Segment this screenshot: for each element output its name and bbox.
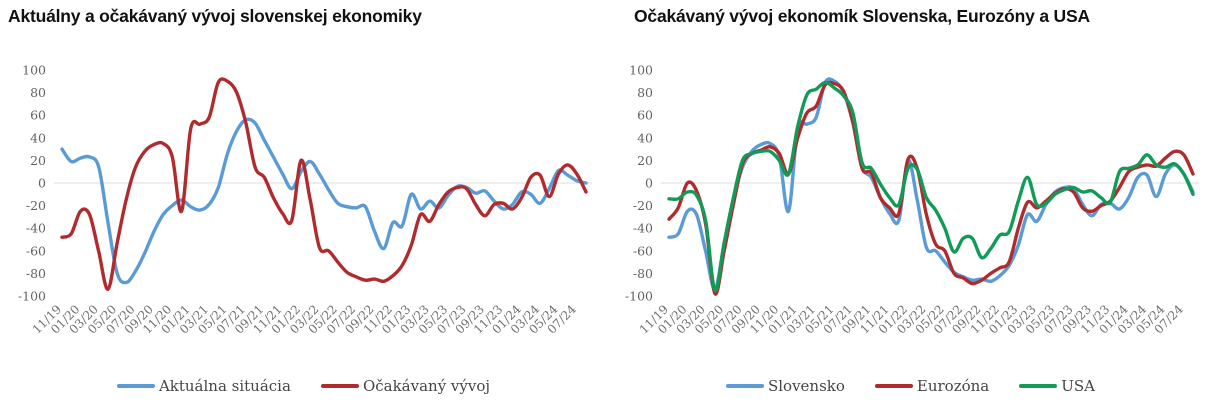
series-line-usa (667, 80, 1195, 293)
y-axis-tick-label: 20 (30, 153, 46, 168)
y-axis-tick-label: -40 (26, 221, 46, 236)
series-line-o-ak-van-v-voj (60, 77, 588, 291)
y-axis-tick-label: 40 (637, 130, 653, 145)
chart-title: Aktuálny a očakávaný vývoj slovenskej ek… (8, 6, 422, 26)
legend-item: Aktuálna situácia (116, 377, 291, 395)
legend-swatch-aktualna-situacia (116, 384, 155, 388)
legend-label: Slovensko (767, 377, 845, 395)
legend-item: Slovensko (725, 377, 845, 395)
y-axis-tick-label: -20 (26, 198, 46, 213)
y-axis-tick-label: -80 (633, 266, 653, 281)
y-axis-tick-label: 60 (30, 108, 46, 123)
y-axis-tick-label: 80 (637, 85, 653, 100)
y-axis-tick-label: -100 (625, 289, 653, 304)
legend-swatch-ocakavany-vyvoj (320, 384, 359, 388)
legend: Slovensko Eurozóna USA (607, 377, 1214, 395)
y-axis-tick-label: -60 (633, 243, 653, 258)
y-axis-tick-label: -100 (18, 289, 46, 304)
y-axis-tick-label: 0 (38, 176, 46, 191)
legend-label: Eurozóna (916, 377, 990, 395)
y-axis-tick-label: -20 (633, 198, 653, 213)
y-axis-tick-label: 0 (645, 176, 653, 191)
y-axis-tick-label: 100 (22, 63, 46, 78)
chart-title: Očakávaný vývoj ekonomík Slovenska, Euro… (634, 6, 1090, 26)
chart-panel-sk-ea-usa: Očakávaný vývoj ekonomík Slovenska, Euro… (607, 0, 1214, 407)
series-line-aktu-lna-situ-cia (60, 117, 588, 285)
legend-swatch-usa (1019, 384, 1058, 388)
legend-label: Očakávaný vývoj (362, 377, 491, 395)
y-axis-tick-label: 80 (30, 85, 46, 100)
legend-label: Aktuálna situácia (158, 377, 291, 395)
line-chart-sk-ea-usa: 100806040200-20-40-60-80-10011/1901/2003… (625, 63, 1199, 337)
y-axis-tick-label: 20 (637, 153, 653, 168)
y-axis-tick-label: -60 (26, 243, 46, 258)
y-axis-tick-label: 40 (30, 130, 46, 145)
legend-item: Eurozóna (874, 377, 990, 395)
chart-panel-slovak-economy: Aktuálny a očakávaný vývoj slovenskej ek… (0, 6, 607, 395)
line-chart-slovak-economy: 100806040200-20-40-60-80-10011/1901/2003… (18, 63, 592, 337)
y-axis-tick-label: 100 (629, 63, 653, 78)
y-axis-tick-label: 60 (637, 108, 653, 123)
y-axis-tick-label: -40 (633, 221, 653, 236)
legend: Aktuálna situácia Očakávaný vývoj (0, 377, 607, 395)
legend-item: USA (1019, 377, 1095, 395)
legend-label: USA (1061, 377, 1096, 395)
legend-swatch-slovensko (725, 384, 764, 388)
legend-item: Očakávaný vývoj (320, 377, 491, 395)
legend-swatch-eurozona (874, 384, 913, 388)
y-axis-tick-label: -80 (26, 266, 46, 281)
